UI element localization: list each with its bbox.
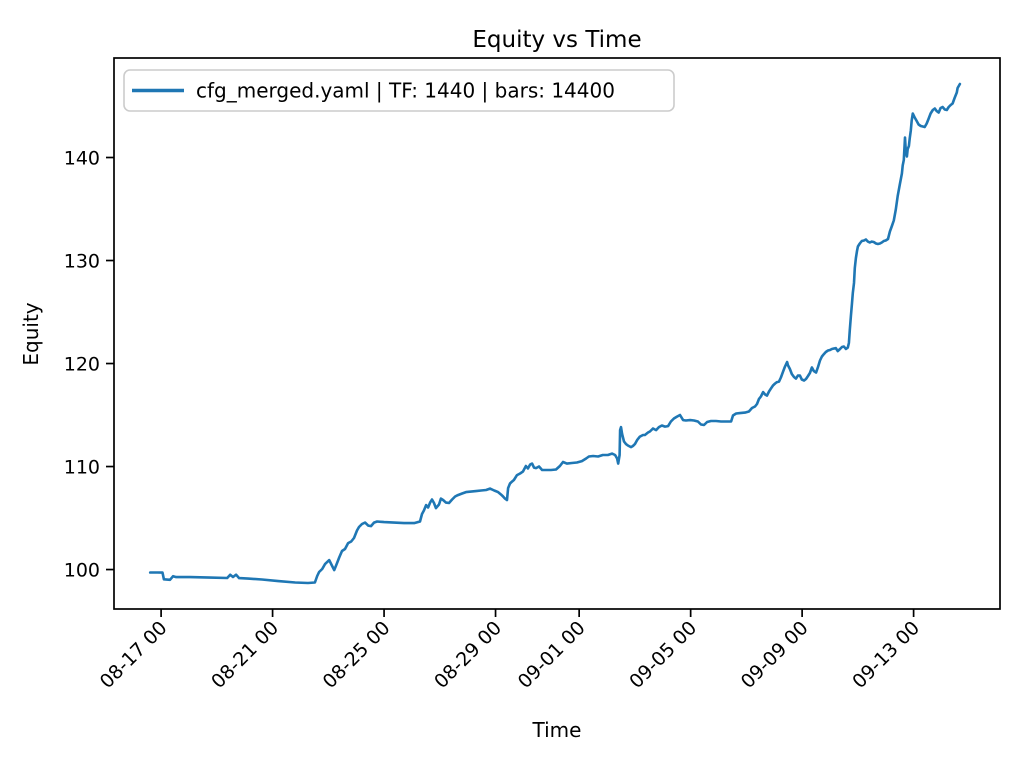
x-tick-label: 09-05 00	[625, 617, 701, 693]
y-tick-label: 100	[64, 560, 100, 582]
x-tick-label: 08-25 00	[319, 617, 395, 693]
x-axis-ticks: 08-17 00 08-21 00 08-25 00 08-29 00 09-01 00…	[96, 609, 924, 693]
legend-entry-label: cfg_merged.yaml | TF: 1440 | bars: 14400	[196, 79, 615, 103]
legend-box	[123, 69, 675, 112]
equity-line-series	[148, 82, 962, 585]
legend: cfg_merged.yaml | TF: 1440 | bars: 14400	[123, 69, 675, 112]
y-tick-label: 110	[64, 457, 100, 479]
x-tick-label: 08-17 00	[96, 617, 172, 693]
plot-area	[113, 57, 1001, 610]
y-tick-label: 140	[64, 148, 100, 170]
y-tick-label: 130	[64, 251, 100, 273]
y-axis-label: Equity	[19, 302, 43, 365]
x-tick-label: 09-09 00	[737, 617, 813, 693]
y-axis-ticks: 100 110 120 130 140	[64, 148, 114, 582]
x-tick-label: 09-01 00	[514, 617, 590, 693]
x-tick-label: 09-13 00	[848, 617, 924, 693]
x-tick-label: 08-29 00	[430, 617, 506, 693]
x-axis-label: Time	[532, 718, 582, 742]
chart-title: Equity vs Time	[472, 27, 641, 53]
x-tick-label: 08-21 00	[207, 617, 283, 693]
y-tick-label: 120	[64, 354, 100, 376]
